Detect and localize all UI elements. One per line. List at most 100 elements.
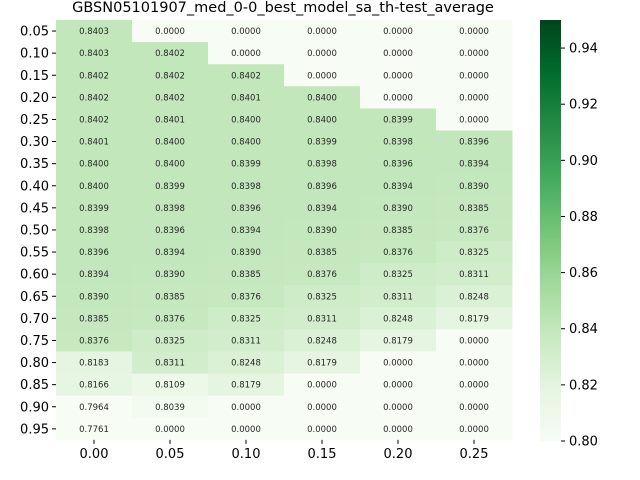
heatmap-cell	[208, 351, 285, 375]
cell-value-label: 0.8403	[79, 49, 109, 59]
cell-value-label: 0.8376	[231, 292, 261, 302]
heatmap-cell	[284, 108, 361, 131]
cell-value-label: 0.8385	[383, 226, 413, 236]
heatmap-cell	[208, 64, 285, 87]
cell-value-label: 0.8399	[155, 182, 185, 192]
cell-value-label: 0.8399	[307, 138, 337, 148]
colorbar-tick-label: 0.86	[569, 266, 598, 281]
y-tick-label: 0.50	[20, 223, 49, 238]
heatmap-cell	[132, 152, 209, 176]
cell-value-label: 0.0000	[383, 49, 413, 59]
heatmap-cell	[436, 20, 513, 43]
cell-value-label: 0.8394	[155, 248, 185, 258]
cell-value-label: 0.8396	[307, 182, 337, 192]
cell-value-label: 0.8400	[155, 138, 185, 148]
cell-value-label: 0.0000	[383, 425, 413, 435]
y-tick-label: 0.40	[20, 179, 49, 194]
cell-value-label: 0.8396	[155, 226, 185, 236]
heatmap-cell	[132, 218, 209, 242]
heatmap-cell	[56, 373, 133, 397]
heatmap-cell	[56, 42, 133, 65]
colorbar-tick-label: 0.80	[569, 435, 598, 450]
heatmap-cell	[284, 86, 361, 109]
cell-value-label: 0.8179	[231, 381, 261, 391]
cell-value-label: 0.8402	[79, 71, 109, 81]
y-tick-label: 0.45	[20, 201, 49, 216]
heatmap-cell	[436, 241, 513, 264]
cell-value-label: 0.0000	[459, 71, 489, 81]
heatmap-cell	[360, 86, 437, 109]
heatmap-cell	[56, 130, 133, 154]
heatmap-cell	[132, 263, 209, 286]
cell-value-label: 0.0000	[231, 49, 261, 59]
y-tick-label: 0.75	[20, 334, 49, 349]
cell-value-label: 0.8400	[231, 115, 261, 125]
cell-value-label: 0.0000	[155, 425, 185, 435]
cell-value-label: 0.8401	[79, 138, 109, 148]
heatmap-cell	[56, 241, 133, 264]
heatmap-cell	[284, 329, 361, 352]
cell-value-label: 0.8398	[155, 204, 185, 214]
cell-value-label: 0.8396	[79, 248, 109, 258]
heatmap-cell	[56, 108, 133, 131]
cell-value-label: 0.8376	[459, 226, 489, 236]
cell-value-label: 0.7761	[79, 425, 109, 435]
heatmap-cell	[436, 152, 513, 176]
cell-value-label: 0.8390	[79, 292, 109, 302]
heatmap-cell	[284, 42, 361, 65]
cell-value-label: 0.0000	[383, 93, 413, 103]
cell-value-label: 0.8401	[231, 93, 261, 103]
heatmap-cell	[132, 395, 209, 419]
heatmap-cell	[284, 20, 361, 43]
heatmap-cell	[208, 395, 285, 419]
heatmap-cell	[284, 241, 361, 264]
heatmap-cell	[284, 130, 361, 154]
cell-value-label: 0.8248	[307, 336, 337, 346]
cell-value-label: 0.0000	[307, 403, 337, 413]
cell-value-label: 0.8390	[307, 226, 337, 236]
cell-value-label: 0.0000	[383, 71, 413, 81]
cell-value-label: 0.8400	[79, 160, 109, 170]
heatmap-cell	[208, 307, 285, 330]
cell-value-label: 0.0000	[459, 49, 489, 59]
heatmap-cell	[132, 307, 209, 330]
cell-value-label: 0.8376	[155, 314, 185, 324]
cell-value-label: 0.8390	[459, 182, 489, 192]
heatmap-cell	[208, 373, 285, 397]
heatmap-cell	[56, 395, 133, 419]
heatmap-cell	[132, 329, 209, 352]
cell-value-label: 0.0000	[459, 93, 489, 103]
cell-value-label: 0.0000	[459, 336, 489, 346]
y-tick-label: 0.85	[20, 378, 49, 393]
heatmap-cell	[56, 307, 133, 330]
cell-value-label: 0.8385	[155, 292, 185, 302]
colorbar-tick-label: 0.88	[569, 210, 598, 225]
y-tick-label: 0.65	[20, 290, 49, 305]
cell-value-label: 0.8109	[155, 381, 185, 391]
heatmap-cells: 0.8403 0.0000 0.0000 0.0000 0.0000 0.0000 0.84…	[56, 20, 513, 441]
cell-value-label: 0.0000	[459, 359, 489, 369]
cell-value-label: 0.8311	[459, 270, 489, 280]
heatmap-cell	[284, 196, 361, 220]
heatmap-cell	[208, 417, 285, 441]
cell-value-label: 0.0000	[307, 27, 337, 37]
cell-value-label: 0.0000	[231, 425, 261, 435]
y-tick-label: 0.15	[20, 69, 49, 84]
heatmap-cell	[284, 395, 361, 419]
colorbar-tick-label: 0.90	[569, 154, 598, 169]
heatmap-cell	[132, 130, 209, 154]
heatmap-cell	[360, 174, 437, 198]
heatmap-cell	[436, 196, 513, 220]
heatmap-cell	[360, 152, 437, 176]
y-tick-label: 0.10	[20, 47, 49, 62]
heatmap-cell	[208, 285, 285, 308]
heatmap-cell	[360, 218, 437, 242]
colorbar-tick-label: 0.82	[569, 378, 598, 393]
y-tick-label: 0.30	[20, 135, 49, 150]
cell-value-label: 0.0000	[231, 27, 261, 37]
cell-value-label: 0.0000	[231, 403, 261, 413]
colorbar: 0.80 0.82 0.84 0.86 0.88 0.90 0.92 0.94	[540, 20, 598, 450]
heatmap-cell	[436, 351, 513, 375]
cell-value-label: 0.8385	[307, 248, 337, 258]
cell-value-label: 0.0000	[459, 425, 489, 435]
